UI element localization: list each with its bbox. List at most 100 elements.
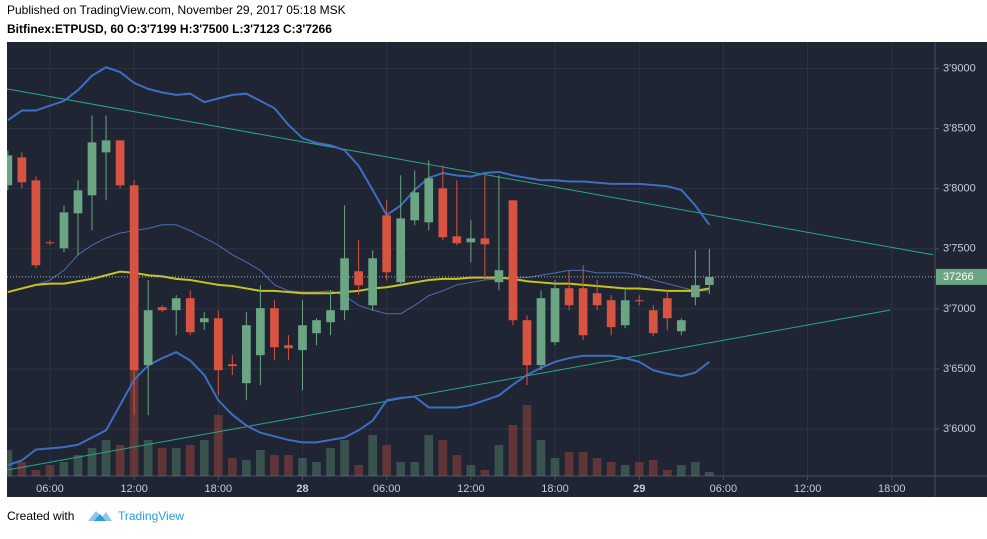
volume-bar bbox=[185, 445, 195, 476]
footer-brand[interactable]: TradingView bbox=[118, 509, 184, 523]
published-line: Published on TradingView.com, November 2… bbox=[7, 3, 346, 17]
candle-body bbox=[592, 293, 602, 306]
candle-body bbox=[508, 200, 518, 321]
volume-bar bbox=[242, 460, 251, 476]
candle-body bbox=[550, 288, 560, 343]
volume-bar bbox=[227, 458, 237, 476]
candle-body bbox=[662, 298, 672, 319]
x-tick-label: 12:00 bbox=[794, 483, 822, 495]
volume-bar bbox=[648, 460, 658, 476]
candle-body bbox=[396, 218, 406, 283]
volume-bar bbox=[578, 452, 588, 476]
candle-body bbox=[368, 258, 377, 306]
candle-body bbox=[564, 288, 574, 306]
volume-bar bbox=[87, 448, 97, 476]
volume-bar bbox=[59, 462, 69, 476]
candle-body bbox=[73, 190, 83, 214]
x-tick-label: 18:00 bbox=[205, 483, 233, 495]
candle-body bbox=[705, 276, 714, 285]
candle-body bbox=[410, 192, 420, 221]
candle-body bbox=[101, 140, 111, 153]
candle-body bbox=[326, 310, 335, 323]
candle-body bbox=[256, 308, 265, 356]
symbol-line: Bitfinex:ETPUSD, 60 O:3'7199 H:3'7500 L:… bbox=[7, 22, 332, 36]
candle-body bbox=[340, 258, 349, 311]
candle-body bbox=[312, 320, 321, 334]
plot: 3'6000 3'6500 3'7000 3'7500 3'8000 3'8500 3'90… bbox=[7, 42, 987, 495]
candle-body bbox=[620, 300, 630, 326]
y-tick-label: 3'9000 bbox=[943, 62, 976, 74]
x-tick-label: 12:00 bbox=[120, 483, 148, 495]
x-tick-label: 12:00 bbox=[457, 483, 485, 495]
volume-bar bbox=[676, 465, 686, 476]
volume-bar bbox=[256, 450, 265, 476]
candle-body bbox=[59, 212, 69, 249]
volume-bar bbox=[199, 440, 209, 476]
volume-bar bbox=[270, 455, 279, 476]
candle-body bbox=[171, 298, 181, 311]
candle-body bbox=[480, 238, 490, 245]
volume-bar bbox=[705, 472, 714, 476]
volume-bar bbox=[213, 415, 223, 476]
volume-bar bbox=[101, 440, 111, 476]
volume-bar bbox=[494, 445, 504, 476]
volume-bar bbox=[508, 425, 518, 476]
volume-bar bbox=[452, 455, 462, 476]
volume-bar bbox=[368, 435, 377, 476]
volume-bar bbox=[522, 405, 532, 476]
candle-body bbox=[129, 185, 139, 371]
candle-body bbox=[87, 142, 97, 196]
x-tick-label: 18:00 bbox=[878, 483, 906, 495]
footer-created: Created with bbox=[7, 509, 74, 523]
volume-bar bbox=[157, 448, 167, 476]
volume-bar bbox=[129, 370, 139, 476]
volume-bar bbox=[382, 445, 392, 476]
volume-bar bbox=[550, 458, 560, 476]
y-tick-label: 3'7500 bbox=[943, 243, 976, 255]
y-tick-label: 3'8500 bbox=[943, 122, 976, 134]
candle-body bbox=[298, 325, 307, 351]
candle-body bbox=[438, 188, 448, 238]
volume-bar bbox=[424, 435, 434, 476]
footer-logo bbox=[88, 511, 112, 521]
y-tick-label: 3'6000 bbox=[943, 423, 976, 435]
volume-bar bbox=[466, 465, 476, 476]
volume-bar bbox=[298, 458, 307, 476]
candle-body bbox=[227, 364, 237, 367]
candle-body bbox=[522, 320, 532, 366]
volume-bar bbox=[115, 445, 125, 476]
x-tick-label: 06:00 bbox=[710, 483, 738, 495]
candle-body bbox=[452, 236, 462, 244]
candle-body bbox=[354, 271, 363, 286]
indicator-line bbox=[7, 224, 710, 315]
volume-bar bbox=[354, 465, 363, 476]
candle-body bbox=[45, 242, 55, 244]
volume-bar bbox=[634, 462, 644, 476]
candle-body bbox=[115, 140, 125, 186]
x-tick-label: 06:00 bbox=[373, 483, 401, 495]
candle-body bbox=[185, 298, 195, 333]
volume-bar bbox=[410, 462, 420, 476]
trend-line bbox=[7, 309, 891, 471]
candle-body bbox=[536, 298, 546, 366]
volume-bar bbox=[396, 462, 406, 476]
x-tick-label: 28 bbox=[296, 483, 308, 495]
candle-body bbox=[199, 318, 209, 323]
series-layer bbox=[7, 66, 935, 476]
y-tick-label: 3'6500 bbox=[943, 363, 976, 375]
candle-body bbox=[17, 157, 27, 183]
candle-body bbox=[578, 288, 588, 336]
x-tick-label: 29 bbox=[633, 483, 645, 495]
volume-bar bbox=[73, 455, 83, 476]
candle-body bbox=[606, 300, 616, 328]
indicator-line bbox=[7, 66, 711, 226]
volume-bar bbox=[312, 462, 321, 476]
volume-bar bbox=[17, 462, 27, 476]
candle-body bbox=[284, 345, 293, 349]
volume-bar bbox=[480, 470, 490, 476]
x-tick-label: 06:00 bbox=[36, 483, 64, 495]
volume-bar bbox=[564, 452, 574, 476]
candle-body bbox=[648, 310, 658, 334]
candle-body bbox=[242, 325, 251, 384]
candle-body bbox=[676, 320, 686, 332]
